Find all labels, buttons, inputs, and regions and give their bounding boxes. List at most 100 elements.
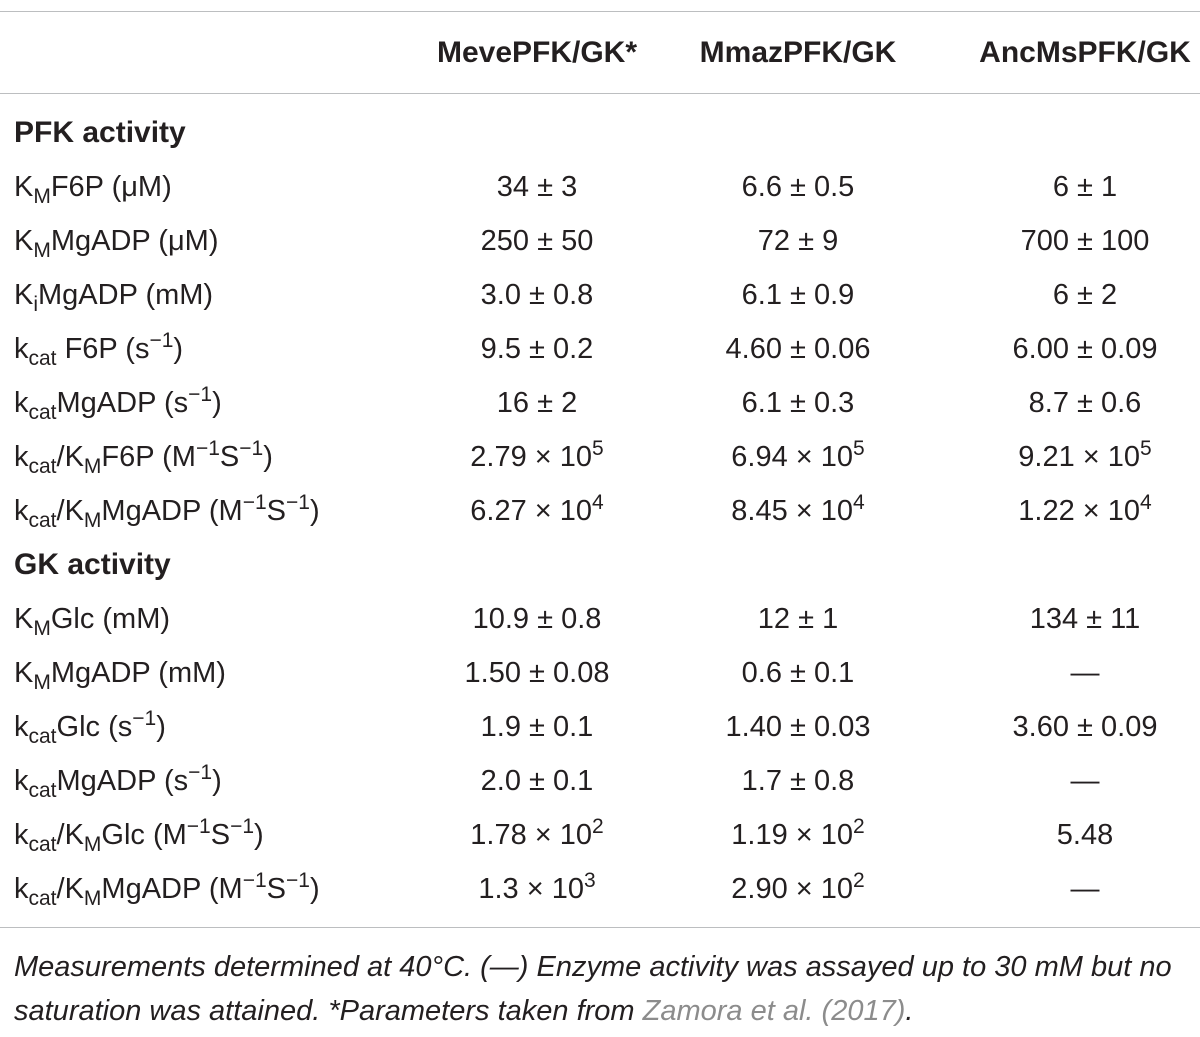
parameter-part: ) <box>156 711 166 743</box>
table-row: KMF6P (μM) 34 ± 3 6.6 ± 0.5 6 ± 1 <box>0 160 1200 214</box>
value-exponent: 2 <box>592 815 604 838</box>
parameter-part: ) <box>309 873 320 905</box>
parameter-part: −1 <box>285 869 310 892</box>
value-cell: 1.7 ± 0.8 <box>741 765 855 797</box>
parameter-part: k <box>14 873 29 905</box>
parameter-part: /K <box>56 819 84 851</box>
parameter-part: K <box>14 603 34 635</box>
value-cell: 6 ± 2 <box>1052 279 1118 311</box>
value-exponent: 5 <box>853 437 865 460</box>
parameter-part: M <box>83 509 102 532</box>
section-header: PFK activity <box>0 106 1200 160</box>
parameter-cell: kcat/KMF6P (M−1S−1) <box>14 430 273 484</box>
value-cell: 2.90 × 102 <box>663 862 933 916</box>
value-cell: 6.27 × 104 <box>392 484 682 538</box>
parameter-part: cat <box>28 779 57 802</box>
value-cell: 72 ± 9 <box>757 225 839 257</box>
value-cell: 10.9 ± 0.8 <box>472 603 602 635</box>
parameter-part: −1 <box>285 491 310 514</box>
parameter-part: cat <box>28 509 57 532</box>
value-cell: 6.1 ± 0.9 <box>741 279 855 311</box>
value-cell: 3.0 ± 0.8 <box>480 279 594 311</box>
column-header-anc: AncMsPFK/GK <box>979 36 1191 69</box>
value-cell: 16 ± 2 <box>496 387 578 419</box>
parameter-part: Glc (M <box>101 819 187 851</box>
table-header: MevePFK/GK* MmazPFK/GK AncMsPFK/GK <box>0 26 1200 80</box>
parameter-part: M <box>83 887 102 910</box>
parameter-part: K <box>14 657 34 689</box>
value-cell: — <box>1070 765 1100 797</box>
value-cell: 0.6 ± 0.1 <box>741 657 855 689</box>
value-cell: 12 ± 1 <box>757 603 839 635</box>
parameter-cell: kcat/KMMgADP (M−1S−1) <box>14 862 320 916</box>
parameter-part: M <box>83 833 102 856</box>
section-header: GK activity <box>0 538 1200 592</box>
parameter-part: MgADP (mM) <box>50 657 226 689</box>
table-row: kcatGlc (s−1) 1.9 ± 0.1 1.40 ± 0.03 3.60 ± … <box>0 700 1200 754</box>
value-cell: 34 ± 3 <box>496 171 578 203</box>
parameter-part: −1 <box>195 437 220 460</box>
parameter-part: S <box>266 495 286 527</box>
value-cell: 9.5 ± 0.2 <box>480 333 594 365</box>
parameter-part: S <box>266 873 286 905</box>
footnote-reference-link[interactable]: Zamora et al. (2017) <box>642 995 906 1027</box>
parameter-cell: kcatMgADP (s−1) <box>14 376 222 430</box>
value-exponent: 4 <box>853 491 865 514</box>
parameter-part: k <box>14 765 29 797</box>
parameter-part: /K <box>56 441 84 473</box>
value-cell: 6 ± 1 <box>1052 171 1118 203</box>
parameter-part: −1 <box>186 815 211 838</box>
value-cell: — <box>1070 657 1100 689</box>
parameter-part: K <box>14 225 34 257</box>
value-cell: 1.50 ± 0.08 <box>464 657 610 689</box>
parameter-part: MgADP (s <box>56 387 189 419</box>
parameter-part: cat <box>28 347 57 370</box>
value-mantissa: 6.27 × 10 <box>470 495 593 527</box>
top-rule <box>0 11 1200 12</box>
parameter-part: M <box>33 671 51 694</box>
value-cell: 6.00 ± 0.09 <box>1012 333 1158 365</box>
parameter-part: k <box>14 387 29 419</box>
parameter-part: cat <box>28 887 57 910</box>
value-exponent: 4 <box>1140 491 1152 514</box>
header-rule <box>0 93 1200 94</box>
parameter-part: F6P (M <box>101 441 196 473</box>
value-cell: 6.1 ± 0.3 <box>741 387 855 419</box>
parameter-part: M <box>33 617 51 640</box>
value-cell: 1.19 × 102 <box>663 808 933 862</box>
value-cell: 2.0 ± 0.1 <box>480 765 594 797</box>
column-header-mmaz: MmazPFK/GK <box>699 36 897 69</box>
parameter-part: F6P (s <box>56 333 150 365</box>
parameter-part: ) <box>263 441 273 473</box>
parameter-cell: KMMgADP (μM) <box>14 214 218 268</box>
section-title: GK activity <box>14 548 171 581</box>
parameter-part: /K <box>56 873 84 905</box>
value-cell: 1.3 × 103 <box>392 862 682 916</box>
table-row: kcat/KMMgADP (M−1S−1) 1.3 × 103 2.90 × 102… <box>0 862 1200 916</box>
parameter-part: −1 <box>239 437 264 460</box>
parameter-part: MgADP (M <box>101 873 243 905</box>
column-header-meve: MevePFK/GK* <box>436 36 638 69</box>
parameter-part: −1 <box>242 491 267 514</box>
bottom-rule <box>0 927 1200 928</box>
parameter-part: k <box>14 495 29 527</box>
value-mantissa: 1.19 × 10 <box>731 819 854 851</box>
footnote-text: Measurements determined at 40°C. (—) Enz… <box>14 951 1172 1027</box>
parameter-cell: KMMgADP (mM) <box>14 646 226 700</box>
parameter-part: cat <box>28 725 57 748</box>
parameter-cell: KMF6P (μM) <box>14 160 172 214</box>
value-mantissa: 9.21 × 10 <box>1018 441 1141 473</box>
parameter-part: −1 <box>242 869 267 892</box>
value-cell: 134 ± 11 <box>1029 603 1141 635</box>
parameter-part: k <box>14 441 29 473</box>
value-mantissa: 8.45 × 10 <box>731 495 854 527</box>
parameter-cell: kcat/KMMgADP (M−1S−1) <box>14 484 320 538</box>
value-cell: 3.60 ± 0.09 <box>1012 711 1158 743</box>
value-exponent: 4 <box>592 491 604 514</box>
value-cell: 6.6 ± 0.5 <box>741 171 855 203</box>
parameter-part: MgADP (mM) <box>38 279 214 311</box>
value-cell: — <box>1070 873 1100 905</box>
value-mantissa: 6.94 × 10 <box>731 441 854 473</box>
parameter-part: /K <box>56 495 84 527</box>
value-exponent: 3 <box>583 869 596 892</box>
